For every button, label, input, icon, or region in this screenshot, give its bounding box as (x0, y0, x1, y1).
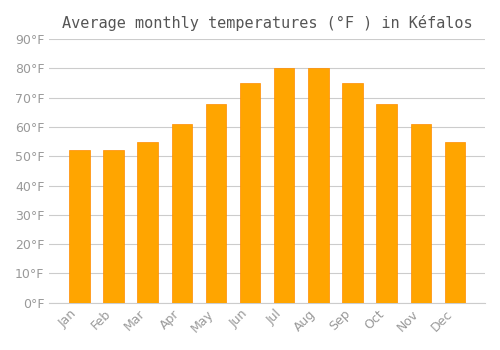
Bar (342, 83, 363, 303)
Title: Average monthly temperatures (°F ) in Kéfalos: Average monthly temperatures (°F ) in Ké… (62, 15, 472, 31)
Bar (444, 142, 465, 303)
Bar (104, 150, 124, 303)
Bar (308, 68, 328, 303)
Bar (240, 83, 260, 303)
Bar (410, 124, 431, 303)
Bar (69, 150, 89, 303)
Bar (274, 68, 294, 303)
Bar (206, 104, 226, 303)
Bar (172, 124, 192, 303)
Bar (138, 142, 158, 303)
Bar (376, 104, 397, 303)
